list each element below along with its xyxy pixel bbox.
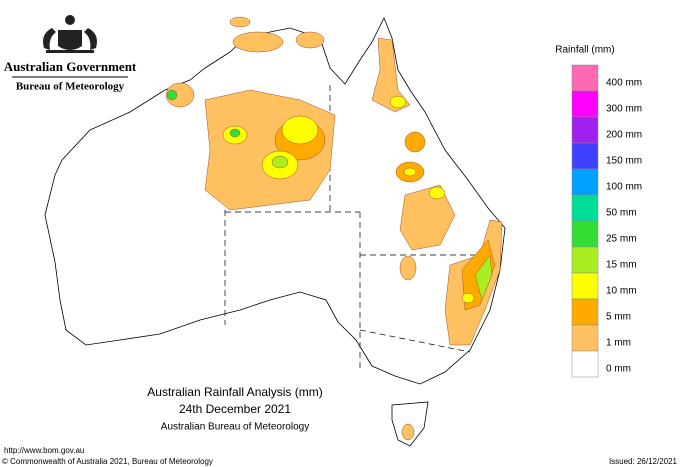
legend-swatch (571, 194, 599, 222)
legend-label: 1 mm (606, 338, 631, 349)
legend-swatch (571, 90, 599, 118)
map-title: Australian Rainfall Analysis (mm) (147, 385, 322, 399)
legend-swatch (571, 324, 599, 352)
legend-label: 15 mm (606, 260, 637, 271)
legend-swatch (571, 168, 599, 196)
footer-issued: Issued: 26/12/2021 (609, 457, 678, 466)
legend-swatch (571, 64, 599, 92)
legend-label: 10 mm (606, 286, 637, 297)
legend-swatch (571, 272, 599, 300)
legend-swatch (571, 142, 599, 170)
legend-label: 5 mm (606, 312, 631, 323)
coat-of-arms (43, 15, 97, 53)
footer-copyright: © Commonwealth of Australia 2021, Bureau… (2, 457, 213, 466)
footer-url: http://www.bom.gov.au (4, 446, 84, 455)
legend-swatch (571, 350, 599, 378)
legend: 400 mm 300 mm 200 mm 150 mm 100 mm 50 mm 25 mm… (571, 64, 642, 378)
legend-label: 200 mm (606, 130, 642, 141)
map-source: Australian Bureau of Meteorology (161, 422, 309, 433)
map-date: 24th December 2021 (179, 402, 291, 416)
legend-label: 25 mm (606, 234, 637, 245)
tasmania (391, 401, 429, 447)
header-title: Australian Government (4, 59, 137, 74)
legend-label: 400 mm (606, 78, 642, 89)
legend-swatch (571, 220, 599, 248)
legend-title: Rainfall (mm) (555, 45, 614, 56)
legend-label: 50 mm (606, 208, 637, 219)
legend-label: 0 mm (606, 364, 631, 375)
rainfall-areas (165, 16, 503, 441)
legend-label: 100 mm (606, 182, 642, 193)
legend-label: 150 mm (606, 156, 642, 167)
legend-label: 300 mm (606, 104, 642, 115)
map (44, 16, 506, 447)
header-subtitle: Bureau of Meteorology (16, 81, 125, 93)
legend-swatch (571, 298, 599, 326)
legend-swatch (571, 246, 599, 274)
legend-swatch (571, 116, 599, 144)
